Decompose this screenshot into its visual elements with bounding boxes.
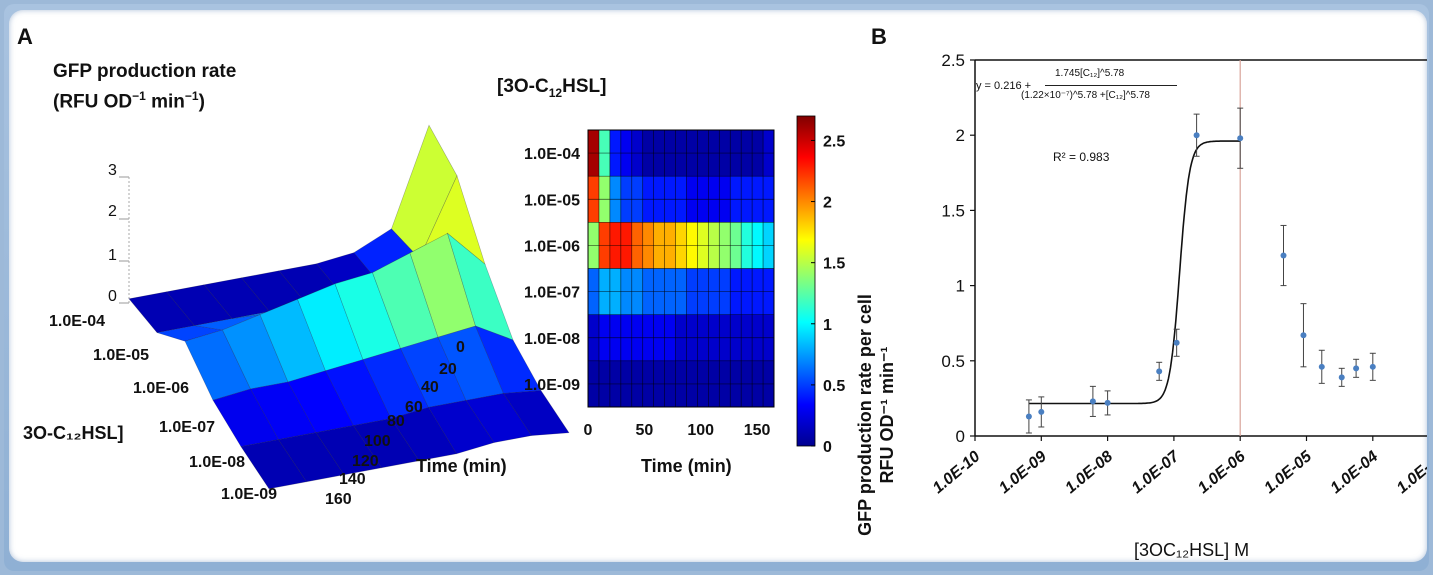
data-point — [1237, 135, 1244, 142]
data-point — [1104, 399, 1111, 406]
surface-time-tick: 0 — [456, 339, 465, 356]
surface-z-tick: 3 — [108, 162, 117, 179]
heatmap-xlabel: Time (min) — [641, 456, 732, 476]
scatter-ylabel: GFP production rate per cell RFU OD⁻¹ mi… — [855, 294, 897, 536]
heatmap-y-tick: 1.0E-08 — [524, 331, 580, 348]
surface-z-tick: 1 — [108, 247, 117, 264]
colorbar-tick: 2 — [823, 195, 832, 212]
surface-conc-tick: 1.0E-04 — [49, 313, 106, 330]
surface-zlabel-line2: (RFU OD−1 min−1) — [53, 89, 205, 113]
surface-conc-label: 3O-C₁₂HSL] — [23, 423, 124, 443]
surface-time-tick: 20 — [439, 361, 457, 378]
surface-conc-tick: 1.0E-09 — [221, 486, 278, 503]
x-tick-label: 1.0E-06 — [1195, 448, 1249, 497]
heatmap-frame — [587, 129, 775, 408]
data-point — [1338, 374, 1345, 381]
surface-conc-tick: 1.0E-08 — [189, 454, 246, 471]
data-point — [1025, 413, 1032, 420]
data-point — [1318, 363, 1325, 370]
x-tick-label: 1.0E-08 — [1062, 448, 1116, 497]
data-point — [1193, 132, 1200, 139]
surface-z-tick: 2 — [108, 203, 117, 220]
y-tick-label: 0.5 — [941, 352, 965, 371]
x-tick-label: 1.0E-05 — [1261, 447, 1316, 497]
colorbar-tick: 1 — [823, 317, 832, 334]
surface-time-tick: 80 — [387, 413, 405, 430]
data-point — [1369, 363, 1376, 370]
surface-time-tick: 60 — [405, 399, 423, 416]
fit-equation-bar — [1045, 85, 1177, 86]
fit-r2: R² = 0.983 — [1053, 150, 1110, 164]
surface-patch — [352, 418, 420, 469]
y-tick-label: 2.5 — [941, 51, 965, 70]
fit-equation-denominator: (1.22×10⁻⁷)^5.78 +[C₁₂]^5.78 — [1021, 90, 1150, 101]
surface-patch — [277, 432, 345, 483]
surface-zlabel-line1: GFP production rate — [53, 61, 237, 82]
data-point — [1038, 408, 1045, 415]
heatmap-x-tick: 50 — [635, 422, 653, 439]
heatmap-x-tick: 150 — [744, 422, 771, 439]
surface-time-tick: 140 — [339, 471, 366, 488]
heatmap-y-tick: 1.0E-09 — [524, 377, 580, 394]
heatmap-y-tick: 1.0E-06 — [524, 238, 580, 255]
surface-patch — [502, 390, 570, 436]
heatmap-plot: 1.0E-04 1.0E-05 1.0E-06 1.0E-07 1.0E-08 1.0E-… — [524, 115, 845, 456]
fit-equation: y = 0.216 + — [976, 80, 1032, 92]
surface-time-label: Time (min) — [416, 456, 507, 476]
surface-conc-tick: 1.0E-05 — [93, 347, 150, 364]
fit-equation-numerator: 1.745[C₁₂]^5.78 — [1055, 68, 1125, 79]
surface-time-tick: 100 — [364, 433, 391, 450]
heatmap-x-tick: 100 — [687, 422, 714, 439]
heatmap-y-tick: 1.0E-05 — [524, 192, 580, 209]
surface-conc-tick: 1.0E-06 — [133, 380, 190, 397]
x-tick-label: 1.0E-10 — [930, 448, 984, 497]
surface-time-tick: 40 — [421, 379, 439, 396]
x-tick-label: 1.0E-09 — [996, 448, 1050, 497]
data-point — [1280, 252, 1287, 259]
heatmap-y-tick: 1.0E-07 — [524, 285, 580, 302]
y-tick-label: 2 — [956, 126, 965, 145]
heatmap-x-tick: 0 — [584, 422, 593, 439]
surface-patch — [315, 425, 383, 476]
y-tick-label: 1.5 — [941, 201, 965, 220]
surface-time-tick: 160 — [325, 491, 352, 508]
colorbar-tick: 2.5 — [823, 133, 845, 150]
surface-patch — [240, 439, 308, 490]
x-tick-label: 1.0E-04 — [1328, 448, 1382, 497]
data-point — [1156, 368, 1163, 375]
surface-patch — [390, 407, 457, 462]
heatmap-title: [3O-C12HSL] — [497, 76, 607, 100]
y-tick-label: 0 — [956, 427, 965, 446]
surface-plot — [119, 124, 570, 490]
data-point — [1300, 332, 1307, 339]
panel-a-letter: A — [17, 24, 33, 49]
data-point — [1353, 365, 1360, 372]
figure-canvas: 1.0E-041.0E-051.0E-061.0E-071.0E-081.0E-… — [119, 51, 1427, 497]
figure-panel: 1.0E-04 1.0E-05 1.0E-06 1.0E-07 1.0E-08 1.0E-… — [9, 10, 1427, 562]
scatter-xlabel: [3OC₁₂HSL] M — [1134, 540, 1250, 560]
dose-response-plot: 0 0.5 1 1.5 2 2.5 1.0E-10 1.0E-09 1.0E-08 1.0E-07… — [930, 51, 1427, 497]
panel-b-letter: B — [871, 24, 887, 49]
colorbar — [796, 115, 816, 447]
colorbar-tick: 0.5 — [823, 378, 845, 395]
surface-time-tick: 120 — [352, 453, 379, 470]
surface-patch — [428, 400, 495, 455]
y-tick-label: 1 — [956, 277, 965, 296]
data-point — [1089, 398, 1096, 405]
colorbar-tick: 1.5 — [823, 256, 845, 273]
colorbar-tick: 0 — [823, 439, 832, 456]
x-tick-label: 1.0E-07 — [1129, 447, 1184, 497]
heatmap-y-tick: 1.0E-04 — [524, 146, 580, 163]
surface-z-tick: 0 — [108, 288, 117, 305]
fit-curve — [1028, 140, 1241, 405]
data-point — [1173, 339, 1180, 346]
surface-conc-tick: 1.0E-07 — [159, 419, 216, 436]
x-tick-label: 1.0E-03 — [1394, 448, 1427, 497]
